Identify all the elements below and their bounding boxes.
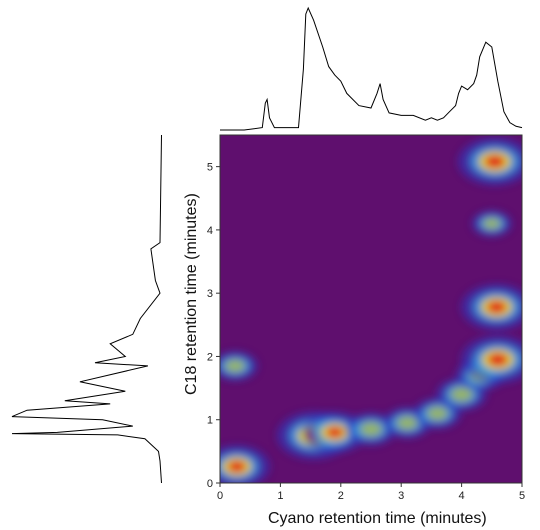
- x-tick-label-0: 0: [217, 490, 223, 502]
- heatmap-hotspot-7-layer-2: [450, 387, 473, 402]
- heatmap-hotspot-9-layer-3: [487, 352, 509, 367]
- x-tick-label-5: 5: [519, 490, 525, 502]
- heatmap-hotspot-12-layer-2: [483, 217, 501, 230]
- heatmap-hotspot-1-layer-2: [225, 359, 246, 373]
- x-tick-label-1: 1: [277, 490, 283, 502]
- heatmap-hotspot-4-layer-2: [359, 422, 383, 437]
- y-axis-title: C18 retention time (minutes): [183, 193, 200, 395]
- y-tick-label-5: 5: [207, 162, 213, 174]
- plot-frame: [219, 134, 523, 484]
- heatmap-plot: [220, 135, 522, 483]
- y-tick-label-1: 1: [207, 415, 213, 427]
- x-tick-label-4: 4: [459, 490, 465, 502]
- heatmap-hotspot-10-layer-3: [486, 300, 507, 314]
- y-tick-label-4: 4: [207, 225, 213, 237]
- heatmap-hotspot-11-layer-3: [484, 154, 506, 169]
- heatmap-hotspot-6-layer-2: [426, 406, 448, 421]
- x-tick-label-3: 3: [398, 490, 404, 502]
- x-tick-label-2: 2: [338, 490, 344, 502]
- y-tick-label-0: 0: [207, 478, 213, 490]
- side-profile-trace: [11, 134, 162, 484]
- heatmap-hotspot-0-layer-3: [227, 460, 247, 473]
- x-axis-title: Cyano retention time (minutes): [268, 510, 487, 527]
- top-profile-trace: [220, 6, 523, 131]
- y-tick-label-2: 2: [207, 351, 213, 363]
- y-tick-label-3: 3: [207, 288, 213, 300]
- heatmap-hotspot-3-layer-3: [325, 426, 344, 439]
- heatmap-hotspot-5-layer-2: [396, 416, 418, 430]
